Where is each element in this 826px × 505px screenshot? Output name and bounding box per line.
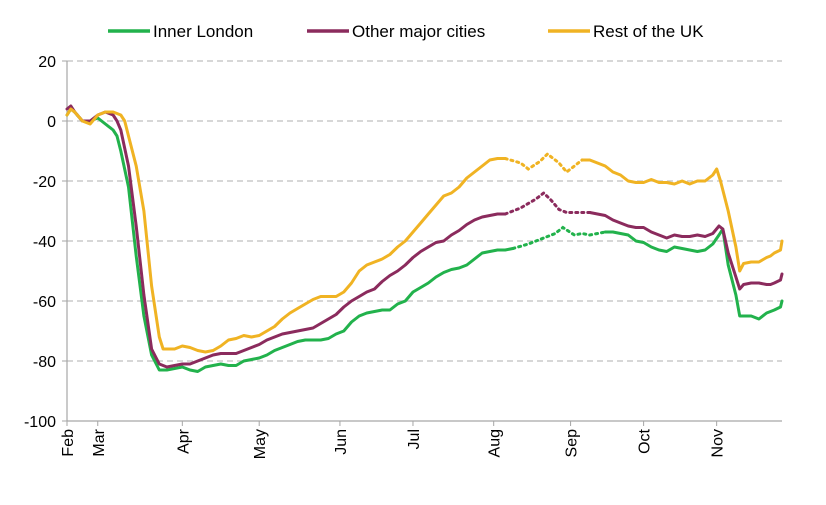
gridlines	[67, 60, 782, 362]
y-tick-label: -100	[24, 414, 56, 431]
series-rest-of-the-uk	[65, 107, 784, 354]
series-line	[603, 227, 784, 321]
x-axis-tick-labels: Feb Mar Apr May Jun Jul Aug Sep Oct Nov	[60, 428, 727, 459]
series-line-dotted	[511, 225, 607, 250]
legend-label: Other major cities	[352, 22, 485, 41]
series-inner-london	[65, 107, 784, 373]
x-tick-label: Jun	[333, 429, 350, 455]
series-line	[580, 158, 784, 273]
y-tick-label: 0	[47, 114, 56, 131]
y-axis-tick-labels: 20 0 -20 -40 -60 -80 -100	[24, 54, 56, 431]
chart-legend: Inner London Other major cities Rest of th…	[108, 22, 704, 41]
series-line-dotted	[503, 152, 584, 175]
series-layer	[65, 104, 784, 373]
legend-label: Inner London	[153, 22, 253, 41]
x-tick-label: Feb	[60, 429, 77, 457]
series-line	[588, 211, 784, 291]
y-tick-label: -40	[33, 234, 56, 251]
x-tick-label: Mar	[91, 428, 108, 456]
legend-item: Inner London	[108, 22, 253, 41]
series-line	[65, 107, 515, 373]
x-tick-label: May	[252, 429, 269, 459]
legend-item: Rest of the UK	[548, 22, 704, 41]
x-tick-label: Sep	[564, 429, 581, 458]
axes	[62, 60, 782, 426]
series-line	[65, 107, 507, 354]
y-tick-label: -80	[33, 354, 56, 371]
legend-item: Other major cities	[307, 22, 485, 41]
series-other-major-cities	[65, 104, 784, 369]
y-tick-label: 20	[38, 54, 56, 71]
y-tick-label: -20	[33, 174, 56, 191]
series-line	[65, 104, 507, 369]
x-tick-label: Jul	[406, 429, 423, 449]
x-tick-label: Oct	[637, 428, 654, 453]
x-tick-label: Apr	[175, 428, 192, 454]
y-tick-label: -60	[33, 294, 56, 311]
x-tick-label: Aug	[487, 429, 504, 457]
x-tick-label: Nov	[710, 429, 727, 457]
series-line-dotted	[503, 191, 592, 216]
legend-label: Rest of the UK	[593, 22, 704, 41]
